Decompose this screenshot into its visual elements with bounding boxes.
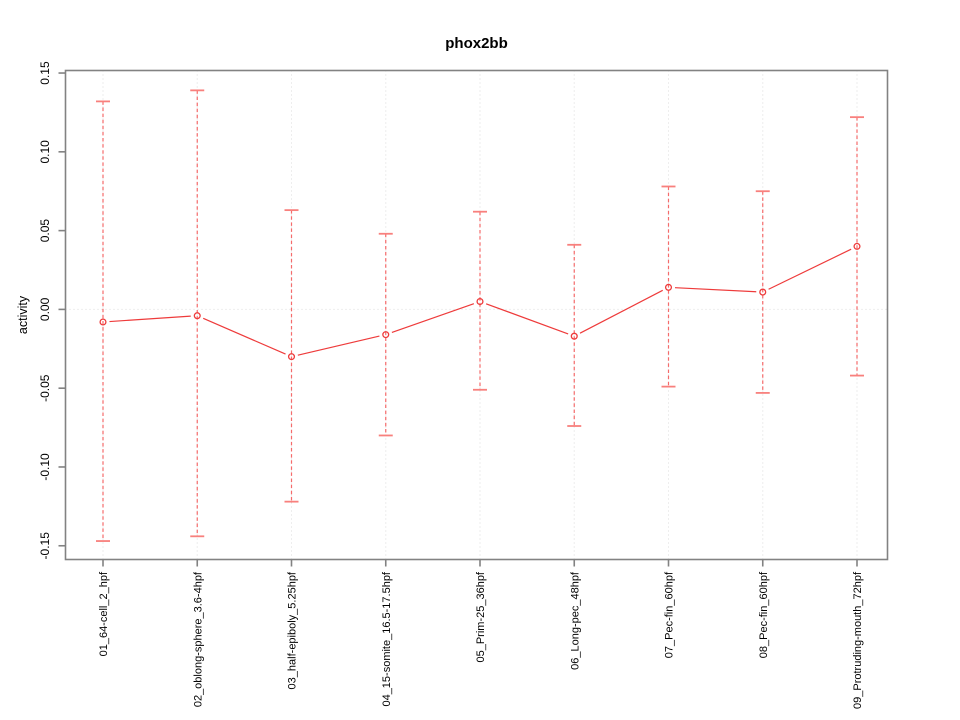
series-line-segment bbox=[202, 317, 286, 355]
x-tick-label: 03_half-epiboly_5.25hpf bbox=[287, 571, 299, 689]
data-point-marker bbox=[382, 331, 390, 339]
data-point-marker bbox=[476, 297, 484, 306]
chart-title: phox2bb bbox=[445, 35, 508, 52]
y-tick-label: -0.10 bbox=[38, 453, 52, 481]
data-point-marker bbox=[287, 353, 296, 361]
x-tick-label: 09_Protruding-mouth_72hpf bbox=[852, 571, 864, 709]
x-tick-label: 04_15-somite_16.5-17.5hpf bbox=[381, 571, 393, 706]
y-tick-label: 0.15 bbox=[38, 61, 52, 85]
data-point-marker bbox=[570, 332, 578, 340]
y-tick-label: 0.00 bbox=[38, 297, 52, 321]
series-line-segment bbox=[674, 287, 757, 293]
series-line-segment bbox=[485, 303, 569, 335]
series-line-segment bbox=[297, 335, 380, 356]
plot-frame bbox=[64, 69, 889, 561]
x-tick-label: 06_Long-pec_48hpf bbox=[569, 571, 581, 670]
y-tick-label: 0.05 bbox=[38, 219, 52, 243]
y-axis-label: activity bbox=[16, 295, 30, 334]
y-tick-label: -0.05 bbox=[38, 374, 52, 402]
x-tick-label: 07_Pec-fin_60hpf bbox=[664, 571, 676, 658]
y-tick-label: -0.15 bbox=[38, 532, 52, 560]
series-line-segment bbox=[768, 248, 852, 290]
y-tick-label: 0.10 bbox=[38, 140, 52, 164]
plot-area: -0.15 -0.10 -0.05 0.00 0.05 0.10 0.15 01_64-cel… bbox=[38, 61, 889, 709]
x-tick-label: 02_oblong-sphere_3.6-4hpf bbox=[192, 571, 204, 707]
series-line-segment bbox=[579, 289, 664, 334]
x-tick-label: 01_64-cell_2_hpf bbox=[98, 571, 110, 656]
data-point-marker bbox=[99, 318, 107, 326]
data-point-marker bbox=[664, 283, 673, 291]
series-line-segment bbox=[391, 303, 475, 334]
x-tick-label: 08_Pec-fin_60hpf bbox=[758, 571, 770, 658]
data-point-marker bbox=[193, 312, 201, 320]
series-line-segment bbox=[109, 315, 191, 323]
data-point-marker bbox=[853, 242, 861, 250]
x-tick-label: 05_Prim-25_36hpf bbox=[475, 571, 487, 662]
data-point-marker bbox=[759, 288, 767, 296]
